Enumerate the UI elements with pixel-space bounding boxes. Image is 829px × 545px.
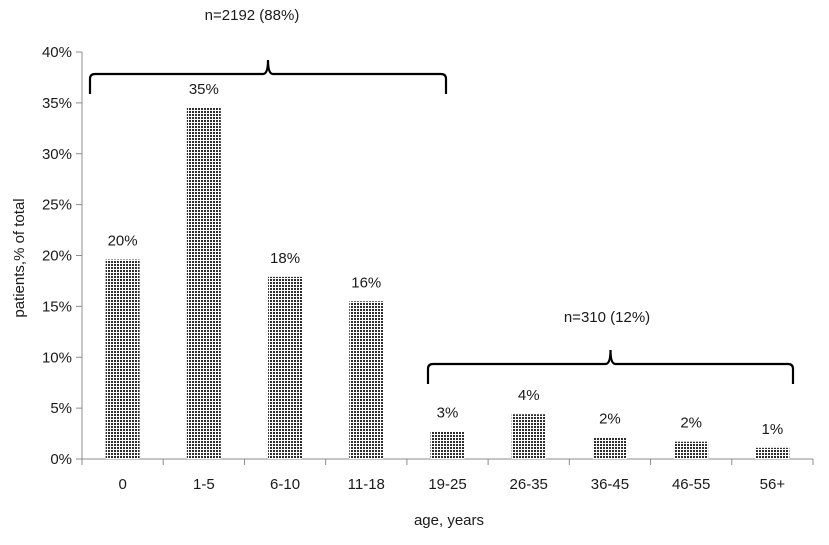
data-label: 2%: [599, 411, 621, 428]
y-tick-label: 10%: [42, 349, 72, 366]
y-axis-title: patients,% of total: [11, 198, 28, 317]
bar-36-45: [592, 437, 627, 459]
data-label: 4%: [518, 387, 540, 404]
data-label: 3%: [437, 405, 459, 422]
x-tick-label: 11-18: [348, 476, 385, 493]
data-label: 35%: [189, 81, 219, 98]
data-label: 18%: [270, 250, 300, 267]
x-tick-label: 36-45: [591, 476, 629, 493]
bar-56+: [755, 447, 790, 459]
x-tick-label: 1-5: [193, 476, 215, 493]
x-tick-label: 46-55: [672, 476, 710, 493]
group-bracket-adults: [426, 349, 795, 384]
y-tick-label: 35%: [42, 95, 72, 112]
y-tick-label: 20%: [42, 248, 72, 265]
group-label-adults: n=310 (12%): [564, 309, 650, 326]
bar-1-5: [186, 107, 221, 460]
group-label-children: n=2192 (88%): [205, 7, 300, 24]
bar-11-18: [349, 301, 384, 459]
x-axis-title: age, years: [414, 512, 484, 529]
data-label: 1%: [762, 421, 784, 438]
y-tick-label: 40%: [42, 44, 72, 61]
x-tick-label: 26-35: [510, 476, 548, 493]
y-tick-label: 0%: [50, 451, 72, 468]
x-tick-label: 6-10: [270, 476, 300, 493]
x-tick-label: 0: [118, 476, 126, 493]
y-tick-label: 25%: [42, 197, 72, 214]
bar-0: [105, 259, 140, 459]
bar-6-10: [268, 276, 303, 459]
data-label: 2%: [680, 415, 702, 432]
x-tick-label: 19-25: [428, 476, 466, 493]
bar-19-25: [430, 431, 465, 459]
y-tick-label: 5%: [50, 400, 72, 417]
bar-26-35: [511, 414, 546, 459]
data-label: 20%: [108, 233, 138, 250]
x-tick-label: 56+: [760, 476, 786, 493]
bar-46-55: [674, 441, 709, 459]
y-tick-label: 30%: [42, 146, 72, 163]
y-tick-label: 15%: [42, 298, 72, 315]
data-label: 16%: [351, 274, 381, 291]
group-bracket-children: [88, 59, 448, 94]
